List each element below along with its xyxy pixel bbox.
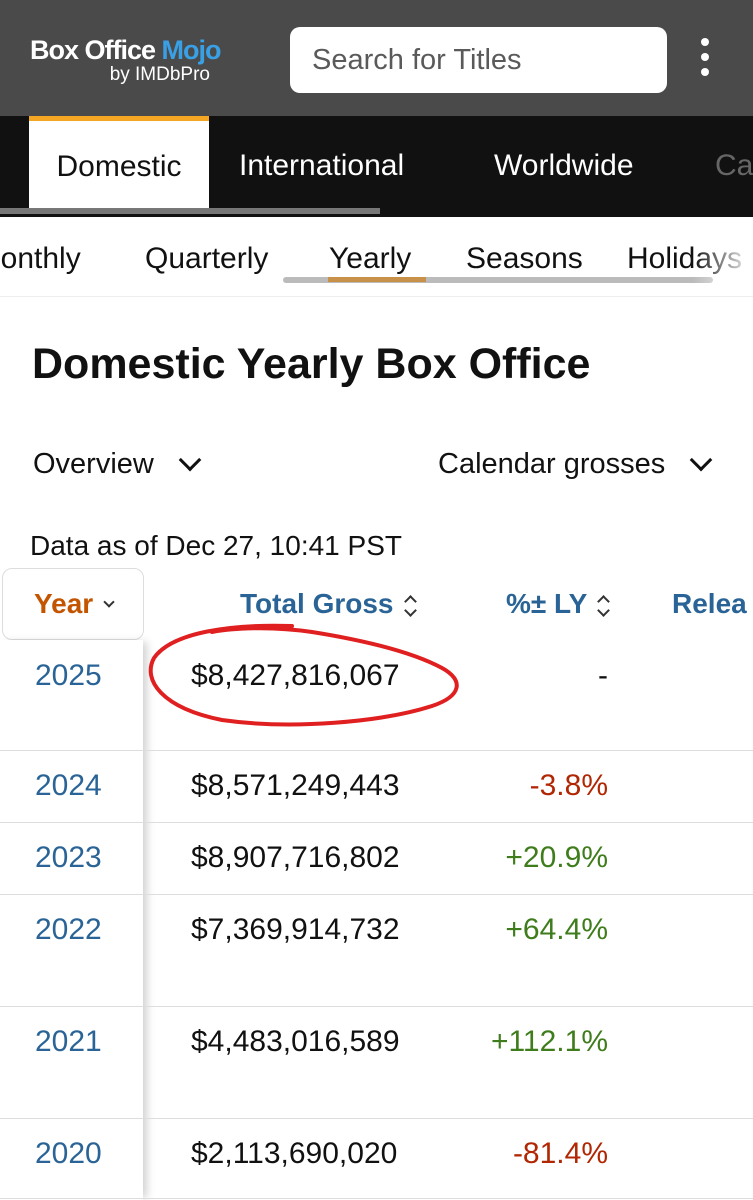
table-row: 2021 $4,483,016,589 +112.1% bbox=[0, 1007, 753, 1119]
page-title: Domestic Yearly Box Office bbox=[32, 340, 591, 388]
tab-yearly[interactable]: Yearly bbox=[329, 242, 412, 275]
year-header-label: Year bbox=[34, 588, 94, 619]
tab-international[interactable]: International bbox=[239, 149, 405, 182]
total-gross-value: $8,907,716,802 bbox=[191, 841, 400, 874]
year-link[interactable]: 2024 bbox=[35, 769, 102, 802]
tab-calendar[interactable]: Ca bbox=[715, 149, 753, 182]
pct-ly-header-label: %± LY bbox=[506, 588, 588, 619]
secondary-tab-bar: lonthly Quarterly Yearly Seasons Holiday… bbox=[0, 217, 753, 297]
column-header-releases[interactable]: Relea bbox=[672, 588, 747, 619]
primary-tab-bar: Domestic International Worldwide Ca bbox=[0, 116, 753, 217]
grosses-dropdown[interactable]: Calendar grosses bbox=[438, 448, 713, 481]
pct-change-value: -81.4% bbox=[512, 1137, 608, 1170]
table-row: 2020 $2,113,690,020 -81.4% bbox=[0, 1119, 753, 1199]
table-row: 2023 $8,907,716,802 +20.9% bbox=[0, 823, 753, 895]
secondary-tab-scrollbar[interactable] bbox=[283, 277, 713, 283]
sort-icon bbox=[597, 595, 609, 617]
tab-fade bbox=[693, 217, 753, 295]
sort-icon bbox=[404, 595, 416, 617]
search-input[interactable] bbox=[312, 39, 652, 81]
table-row: 2025 $8,427,816,067 - bbox=[0, 640, 753, 751]
column-header-total-gross[interactable]: Total Gross bbox=[240, 568, 416, 640]
logo-subtext: by IMDbPro bbox=[109, 64, 210, 85]
pct-change-value: - bbox=[598, 659, 608, 692]
year-link[interactable]: 2021 bbox=[35, 1025, 102, 1058]
data-timestamp: Data as of Dec 27, 10:41 PST bbox=[30, 530, 402, 561]
table-row: 2024 $8,571,249,443 -3.8% bbox=[0, 751, 753, 823]
logo-text-mojo: Mojo bbox=[161, 35, 222, 65]
sort-desc-icon bbox=[103, 595, 115, 608]
column-header-year[interactable]: Year bbox=[34, 568, 115, 640]
column-header-pct-ly[interactable]: %± LY bbox=[506, 568, 609, 640]
active-tab-indicator bbox=[328, 277, 426, 282]
site-header: Box Office Mojo by IMDbPro bbox=[0, 0, 753, 116]
total-gross-value: $4,483,016,589 bbox=[191, 1025, 400, 1058]
year-link[interactable]: 2020 bbox=[35, 1137, 102, 1170]
overview-dropdown[interactable]: Overview bbox=[33, 448, 202, 481]
pct-change-value: +112.1% bbox=[490, 1025, 608, 1058]
tab-domestic[interactable]: Domestic bbox=[29, 116, 209, 214]
tab-seasons[interactable]: Seasons bbox=[466, 242, 583, 275]
year-link[interactable]: 2022 bbox=[35, 913, 102, 946]
total-gross-value: $7,369,914,732 bbox=[191, 913, 400, 946]
logo-text-box-office: Box Office bbox=[30, 35, 156, 65]
kebab-menu-icon[interactable] bbox=[694, 36, 716, 80]
tab-scrollbar[interactable] bbox=[0, 208, 380, 214]
total-gross-value: $8,571,249,443 bbox=[191, 769, 400, 802]
year-link[interactable]: 2023 bbox=[35, 841, 102, 874]
total-gross-value: $2,113,690,020 bbox=[191, 1137, 398, 1170]
chevron-down-icon bbox=[689, 448, 713, 471]
total-gross-header-label: Total Gross bbox=[240, 588, 394, 619]
pct-change-value: +64.4% bbox=[505, 913, 608, 946]
search-box[interactable] bbox=[290, 27, 667, 93]
tab-worldwide[interactable]: Worldwide bbox=[494, 149, 634, 182]
year-header-cell[interactable] bbox=[2, 568, 144, 640]
pct-change-value: +20.9% bbox=[505, 841, 608, 874]
chevron-down-icon bbox=[178, 448, 202, 471]
pct-change-value: -3.8% bbox=[529, 769, 608, 802]
tab-monthly[interactable]: lonthly bbox=[0, 242, 81, 275]
total-gross-value: $8,427,816,067 bbox=[191, 659, 400, 692]
box-office-mojo-logo[interactable]: Box Office Mojo by IMDbPro bbox=[30, 36, 230, 86]
table-row: 2022 $7,369,914,732 +64.4% bbox=[0, 895, 753, 1007]
year-link[interactable]: 2025 bbox=[35, 659, 102, 692]
grosses-dropdown-label: Calendar grosses bbox=[438, 448, 666, 480]
tab-quarterly[interactable]: Quarterly bbox=[145, 242, 269, 275]
overview-dropdown-label: Overview bbox=[33, 448, 154, 480]
